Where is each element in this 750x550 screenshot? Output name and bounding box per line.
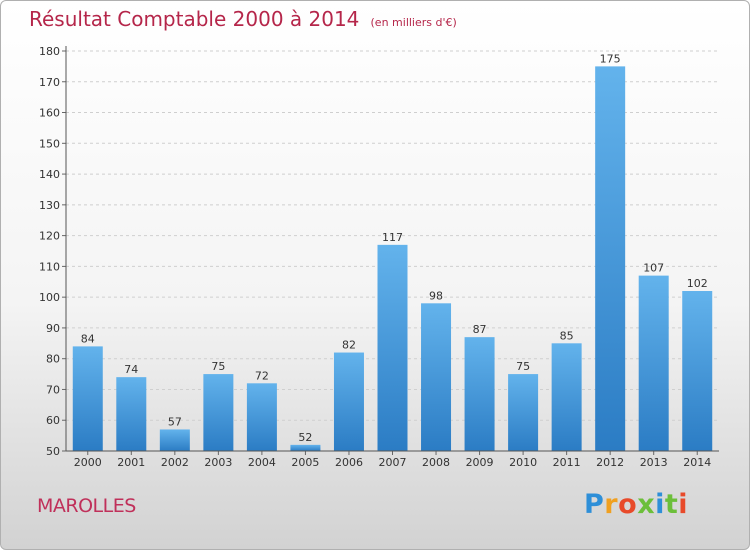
- logo-letter: o: [618, 489, 638, 520]
- logo-letter: i: [655, 489, 665, 520]
- bars: [72, 66, 713, 455]
- bar: [203, 374, 234, 451]
- logo-letter: r: [604, 489, 619, 520]
- x-tick-label: 2001: [117, 456, 145, 469]
- x-tick-label: 2007: [379, 456, 407, 469]
- bar: [246, 383, 277, 451]
- y-tick-labels: 50 60 70 80 90 100 110 120 130 140 150 160 170 180: [39, 45, 60, 458]
- value-label: 84: [81, 332, 95, 345]
- bar: [421, 303, 452, 451]
- x-tick-label: 2013: [640, 456, 668, 469]
- x-tick-label: 2004: [248, 456, 276, 469]
- y-tick-label: 70: [46, 383, 60, 396]
- x-tick-label: 2012: [596, 456, 624, 469]
- value-label: 74: [124, 363, 138, 376]
- value-label: 75: [516, 360, 530, 373]
- bar: [290, 444, 321, 451]
- value-label: 57: [168, 415, 182, 428]
- y-tick-label: 130: [39, 199, 60, 212]
- y-tick-label: 140: [39, 168, 60, 181]
- bar: [551, 343, 582, 451]
- value-label: 52: [298, 431, 312, 444]
- bar: [595, 66, 626, 451]
- logo-letter: i: [678, 489, 689, 520]
- axes: [65, 46, 719, 452]
- y-tick-label: 150: [39, 137, 60, 150]
- logo-letter: x: [637, 489, 656, 520]
- bar: [72, 346, 103, 451]
- bar: [682, 291, 713, 451]
- value-label: 117: [382, 231, 403, 244]
- title-unit: (en milliers d'€): [370, 16, 457, 29]
- value-label: 75: [211, 360, 225, 373]
- value-label: 87: [473, 323, 487, 336]
- logo-letter: t: [664, 489, 679, 520]
- x-tick-label: 2005: [291, 456, 319, 469]
- bar: [377, 244, 408, 451]
- value-label: 72: [255, 369, 269, 382]
- x-tick-label: 2003: [204, 456, 232, 469]
- y-tick-label: 80: [46, 353, 60, 366]
- y-tick-label: 90: [46, 322, 60, 335]
- value-label: 102: [687, 277, 708, 290]
- value-label: 98: [429, 289, 443, 302]
- bar: [464, 337, 495, 451]
- bar: [638, 275, 669, 451]
- x-tick-label: 2009: [466, 456, 494, 469]
- x-tick-label: 2002: [161, 456, 189, 469]
- bar: [116, 377, 147, 451]
- y-tick-label: 110: [39, 260, 60, 273]
- proxiti-logo: Proxiti: [584, 489, 688, 520]
- value-label: 175: [600, 52, 621, 65]
- y-tick-label: 180: [39, 45, 60, 58]
- bar: [508, 374, 539, 451]
- x-tick-label: 2006: [335, 456, 363, 469]
- city-name: MAROLLES: [37, 495, 136, 517]
- chart-title: Résultat Comptable 2000 à 2014 (en milli…: [29, 7, 457, 31]
- y-tick-label: 120: [39, 230, 60, 243]
- x-tick-label: 2014: [683, 456, 711, 469]
- bar: [159, 429, 190, 451]
- bar: [333, 352, 364, 451]
- y-tick-label: 170: [39, 76, 60, 89]
- x-tick-label: 2008: [422, 456, 450, 469]
- value-label: 85: [560, 329, 574, 342]
- logo-letter: P: [584, 489, 605, 520]
- x-tick-label: 2010: [509, 456, 537, 469]
- value-label: 107: [643, 262, 664, 275]
- x-tick-label: 2000: [74, 456, 102, 469]
- y-tick-label: 50: [46, 445, 60, 458]
- x-tick-labels: 2000 2001 2002 2003 2004 2005 2006 2007 2008 2009…: [74, 456, 711, 469]
- value-labels: 84 74 57 75 72 52 82 117 98 87 75 85 175 107 102: [81, 52, 708, 443]
- title-text: Résultat Comptable 2000 à 2014: [29, 7, 360, 31]
- y-tick-label: 100: [39, 291, 60, 304]
- x-tick-label: 2011: [553, 456, 581, 469]
- y-tick-label: 60: [46, 414, 60, 427]
- value-label: 82: [342, 339, 356, 352]
- y-tick-label: 160: [39, 107, 60, 120]
